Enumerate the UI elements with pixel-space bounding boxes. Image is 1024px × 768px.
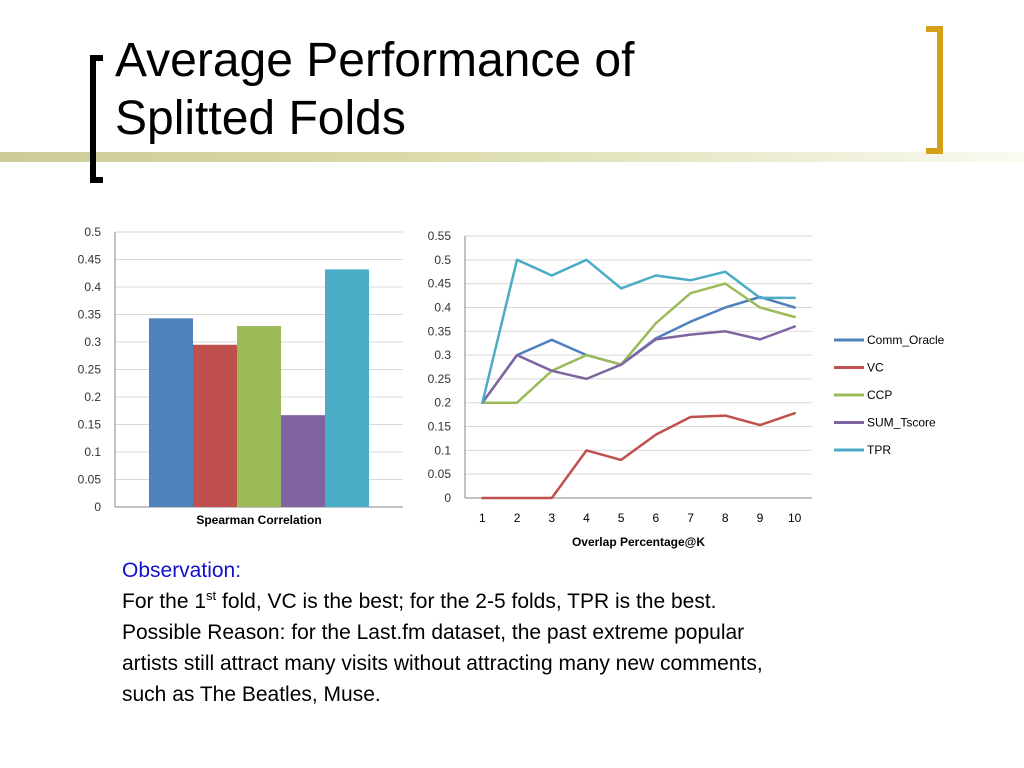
y-tick-label: 0.05 [78,473,102,487]
x-tick-label: 2 [514,511,521,525]
x-tick-label: 6 [653,511,660,525]
series-line [481,295,796,404]
y-tick-label: 0.25 [428,372,452,386]
y-tick-label: 0.05 [428,467,452,481]
y-tick-label: 0 [94,500,101,514]
x-tick-label: 5 [618,511,625,525]
y-tick-label: 0.15 [78,418,102,432]
y-tick-label: 0.4 [84,280,101,294]
y-tick-label: 0.1 [84,445,101,459]
observation-line-1-end: fold, VC is the best; for the 2-5 folds,… [216,590,717,613]
observation-line-2: Possible Reason: for the Last.fm dataset… [122,621,745,644]
y-tick-label: 0.5 [434,253,451,267]
y-tick-label: 0.55 [428,229,452,243]
slide-title: Average Performance of Splitted Folds [115,32,634,148]
x-tick-label: 1 [479,511,486,525]
observation-line-4: such as The Beatles, Muse. [122,683,381,706]
y-tick-label: 0.2 [84,390,101,404]
y-tick-label: 0.3 [434,348,451,362]
y-tick-label: 0.1 [434,443,451,457]
observation-line-1-start: For the 1 [122,590,207,613]
y-tick-label: 0.3 [84,335,101,349]
series-line [481,258,796,404]
slide-title-line-1: Average Performance of [115,34,635,87]
observation-heading: Observation: [122,559,242,582]
x-axis-label: Overlap Percentage@K [572,535,705,549]
observation-line-1: For the 1st fold, VC is the best; for th… [122,586,952,617]
observation-text: Observation: For the 1st fold, VC is the… [122,555,952,710]
y-tick-label: 0.5 [84,225,101,239]
legend-label: VC [867,361,884,375]
bar [149,318,193,507]
bar [237,326,281,507]
right-bracket-decoration [926,26,943,154]
y-tick-label: 0.25 [78,363,102,377]
slide-title-line-2: Splitted Folds [115,92,406,145]
x-tick-label: 8 [722,511,729,525]
x-tick-label: 3 [548,511,555,525]
x-axis-label: Spearman Correlation [196,513,321,527]
x-tick-label: 4 [583,511,590,525]
series-line [481,325,796,404]
y-tick-label: 0.45 [78,253,102,267]
y-tick-label: 0.45 [428,277,452,291]
legend-label: CCP [867,388,892,402]
overlap-line-chart: 0 0.05 0.1 0.15 0.2 0.25 0.3 0.35 0.4 0.45 0.5 0.55… [428,229,945,549]
bar [325,269,369,507]
bar [281,415,325,507]
y-tick-label: 0.2 [434,396,451,410]
observation-line-3: artists still attract many visits withou… [122,652,763,675]
x-tick-label: 9 [757,511,764,525]
y-tick-label: 0.15 [428,420,452,434]
y-tick-label: 0 [444,491,451,505]
left-bracket-decoration [90,55,103,183]
legend-label: TPR [867,443,891,457]
y-tick-label: 0.35 [78,308,102,322]
legend-label: SUM_Tscore [867,416,936,430]
y-tick-label: 0.35 [428,324,452,338]
y-tick-label: 0.4 [434,300,451,314]
bar [193,344,237,507]
legend-label: Comm_Oracle [867,333,945,347]
title-underline-rule [0,152,1024,162]
series-line [481,411,796,500]
series-line [481,282,796,404]
x-tick-label: 10 [788,511,802,525]
spearman-bar-chart: 0 0.05 0.1 0.15 0.2 0.25 0.3 0.35 0.4 0.45 0.5 Spea… [78,225,403,527]
observation-line-1-superscript: st [206,588,217,603]
x-tick-label: 7 [687,511,694,525]
